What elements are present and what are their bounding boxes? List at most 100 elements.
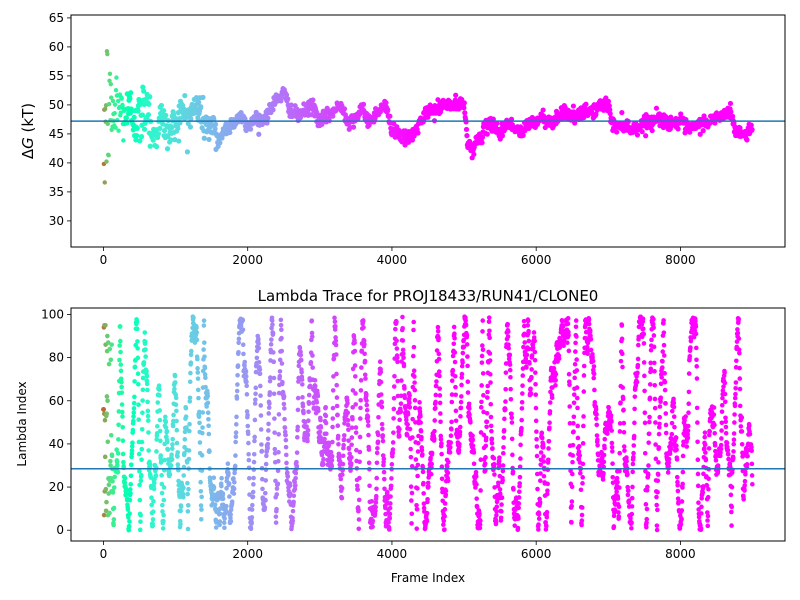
lambda-point [400,325,405,331]
lambda-point [104,394,110,399]
lambda-point [679,499,685,504]
lambda-point [451,324,457,330]
lambda-point [458,399,464,405]
lambda-point [478,488,483,493]
lambda-point [609,445,615,450]
lambda-point [224,503,229,509]
lambda-point [105,333,110,339]
lambda-point [653,456,659,462]
lambda-point [544,523,549,529]
lambda-point [484,411,490,416]
lambda-point [410,353,416,359]
lambda-point [556,356,562,361]
lambda-point [702,434,708,440]
lambda-point [696,514,702,520]
lambda-point [436,351,442,357]
lambda-point [635,362,641,368]
lambda-point [433,405,438,411]
lambda-point [316,408,321,414]
lambda-point [409,498,414,503]
lambda-point [340,461,346,467]
lambda-point [376,414,381,420]
lambda-point [499,495,505,501]
lambda-point [137,468,142,474]
lambda-point [620,364,625,370]
lambda-point [507,362,513,367]
lambda-point [182,437,188,442]
lambda-point [206,431,212,437]
lambda-point [387,505,393,511]
lambda-point [663,430,669,436]
lambda-point [439,441,444,446]
lambda-point [567,404,573,409]
lambda-point [305,427,311,433]
lambda-point [294,464,300,470]
lambda-point [394,319,399,325]
lambda-point [610,449,615,454]
delta-g-point [614,129,620,135]
lambda-point [374,450,380,456]
lambda-point [206,416,211,422]
lambda-point [657,404,663,409]
lambda-point [644,516,650,522]
lambda-point [233,453,238,458]
lambda-point [402,386,407,391]
lambda-point [516,495,522,500]
lambda-point [305,432,311,438]
lambda-point [252,401,258,406]
lambda-point [415,462,421,468]
lambda-point [488,414,494,420]
lambda-point [404,417,409,423]
lambda-point [432,418,438,423]
lambda-point [636,342,641,348]
lambda-point [600,477,606,482]
lambda-point [338,476,344,482]
lambda-point [449,426,454,432]
lambda-point [170,423,176,429]
lambda-point [332,315,337,321]
lambda-point [499,509,504,514]
lambda-point [601,470,606,476]
lambda-point [362,351,367,357]
lambda-point [719,402,725,408]
lambda-point [128,473,134,479]
lambda-point [660,359,665,364]
lambda-point [619,336,625,342]
lambda-point [659,375,664,380]
lambda-point [373,508,378,514]
lambda-point [686,371,692,376]
lambda-point [277,369,283,374]
delta-g-point [120,102,125,108]
lambda-point [388,494,393,499]
x-tick-label: 2000 [232,253,263,267]
lambda-point [111,522,116,528]
lambda-point [251,459,257,465]
lambda-point [663,411,669,416]
lambda-point [547,420,552,425]
lambda-point [731,437,737,442]
lambda-point [243,374,249,379]
lambda-point [694,357,699,363]
lambda-point [695,420,700,425]
lambda-point [424,510,430,516]
delta-g-point [127,95,133,101]
lambda-point [262,505,268,510]
lambda-point [157,428,163,434]
lambda-point [642,420,648,426]
delta-g-point [137,138,143,144]
lambda-point [561,343,566,349]
lambda-point [267,401,272,406]
delta-g-point [198,104,204,110]
lambda-point [274,486,280,491]
lambda-point [111,505,117,511]
lambda-point [357,459,362,465]
lambda-point [153,473,159,478]
lambda-point [356,507,361,513]
lambda-point [538,450,544,455]
lambda-point [738,424,744,429]
lambda-point [181,473,187,478]
lambda-point [536,522,541,527]
lambda-point [234,414,239,420]
lambda-point [640,316,646,321]
